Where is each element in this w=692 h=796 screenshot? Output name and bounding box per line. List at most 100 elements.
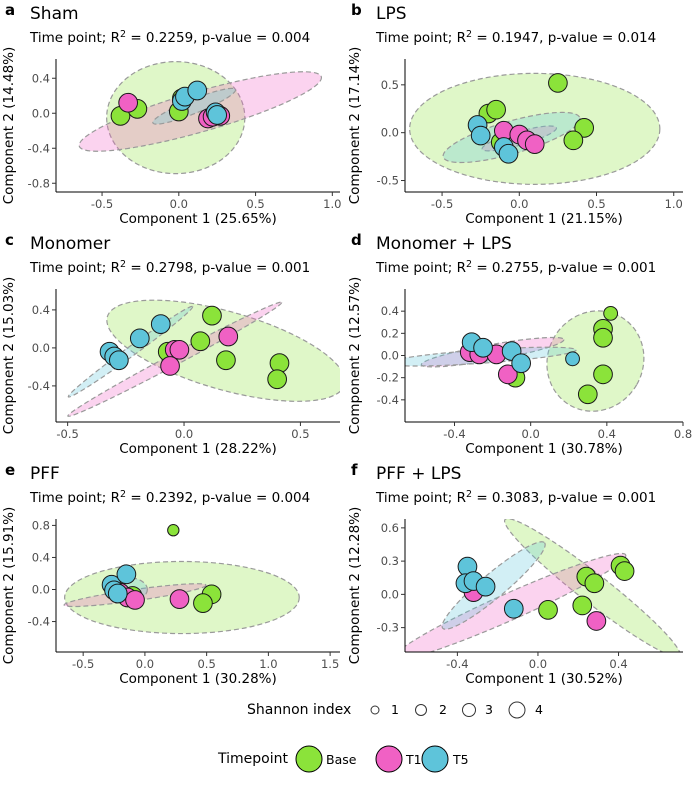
size-legend-label-4: 4: [535, 702, 543, 717]
panel-d-y-axis-label: Component 2 (12.57%): [347, 277, 363, 435]
panel-f-subtitle-prefix: Time point; R: [375, 490, 466, 506]
panel-d-subtitle-sup: 2: [466, 259, 472, 270]
color-legend-key-base: [295, 745, 323, 773]
panel-b-subtitle-prefix: Time point; R: [375, 30, 466, 46]
panel-e-x-tick-label-3: 1.0: [259, 657, 277, 671]
color-legend-label-t5: T5: [452, 752, 469, 767]
panel-b-x-tick-label-1: 0.0: [510, 197, 528, 211]
panel-c-x-tick-label-2: 0.5: [291, 427, 309, 441]
panel-d-point-t5-2: [473, 337, 493, 358]
panel-c-subtitle-sup: 2: [120, 259, 126, 270]
panel-a-y-tick-label-0: -0.8: [28, 176, 50, 190]
panel-f-title: PFF + LPS: [376, 464, 461, 484]
panel-f-x-tick-label-2: 0.4: [609, 657, 627, 671]
panel-e-subtitle-prefix: Time point; R: [29, 490, 120, 506]
panel-a-y-tick-label-1: -0.4: [28, 141, 50, 155]
panel-d-subtitle: Time point; R2 = 0.2755, p-value = 0.001: [375, 259, 656, 276]
panel-e-point-t1-3: [125, 590, 145, 610]
panel-b-subtitle: Time point; R2 = 0.1947, p-value = 0.014: [375, 29, 656, 46]
panel-e-y-tick-label-2: 0.4: [32, 550, 50, 564]
panel-e-x-tick-label-1: 0.0: [136, 657, 154, 671]
panel-b-ellipse-base: [409, 72, 661, 185]
panel-f-subtitle: Time point; R2 = 0.3083, p-value = 0.001: [375, 489, 656, 506]
panel-d-y-tick-label-2: 0.0: [381, 349, 399, 363]
panel-a-point-t1-1: [118, 92, 139, 113]
legend: Shannon index 1 2 3 4 Timepoint Base T1 …: [217, 701, 543, 773]
panel-a-x-tick-label-2: 0.5: [246, 197, 264, 211]
panel-f: f PFF + LPS Time point; R2 = 0.3083, p-val…: [347, 461, 683, 687]
panel-c-point-base-3: [202, 305, 222, 326]
color-legend-label-t1: T1: [405, 752, 422, 767]
panel-d-y-tick-label-1: -0.2: [377, 371, 399, 385]
panel-f-subtitle-sup: 2: [466, 489, 472, 500]
size-legend-label-1: 1: [391, 702, 399, 717]
panel-f-y-tick-label-3: 0.6: [381, 521, 399, 535]
panel-c-subtitle-suffix: = 0.2798, p-value = 0.001: [126, 260, 310, 276]
panel-b-point-base-5: [563, 130, 584, 151]
panel-d-y-tick-label-4: 0.4: [381, 304, 399, 318]
panel-b-point-t5-4: [498, 143, 519, 164]
panel-c-point-base-4: [216, 350, 236, 371]
panel-f-point-base-4: [584, 573, 605, 594]
panel-b-subtitle-suffix: = 0.1947, p-value = 0.014: [472, 30, 656, 46]
panel-b-plot-area: [409, 72, 661, 185]
panel-d: d Monomer + LPS Time point; R2 = 0.2755, p…: [347, 231, 692, 457]
panel-e-subtitle-suffix: = 0.2392, p-value = 0.004: [126, 490, 310, 506]
panel-e-x-tick-label-4: 1.5: [321, 657, 339, 671]
panel-e-point-t1-4: [169, 589, 190, 609]
panel-c: c Monomer Time point; R2 = 0.2798, p-value…: [1, 231, 340, 457]
panel-d-x-tick-label-3: 0.8: [674, 427, 692, 441]
panel-a-title: Sham: [30, 4, 79, 24]
panel-e-y-axis-label: Component 2 (15.91%): [1, 507, 17, 665]
panel-a-x-axis-label: Component 1 (25.65%): [119, 211, 277, 227]
panel-c-point-t5-5: [150, 314, 171, 334]
panel-b-subtitle-sup: 2: [466, 29, 472, 40]
panel-a-subtitle-sup: 2: [120, 29, 126, 40]
panel-d-y-tick-label-0: -0.4: [377, 393, 399, 407]
panel-a-x-tick-label-1: 0.0: [170, 197, 188, 211]
panel-d-x-axis-label: Component 1 (30.78%): [465, 441, 623, 457]
size-legend-key-4: [508, 701, 526, 719]
panel-e-point-t5-3: [107, 583, 128, 604]
size-legend-title: Shannon index: [247, 702, 351, 718]
color-legend-key-t1: [375, 745, 403, 773]
panel-f-y-axis-label: Component 2 (12.28%): [347, 507, 363, 665]
panel-d-plot-area: [405, 305, 645, 412]
size-legend-key-3: [462, 703, 476, 717]
panel-f-point-base-6: [538, 600, 558, 620]
panel-d-letter: d: [351, 231, 362, 249]
panel-c-letter: c: [5, 231, 14, 249]
panel-a-y-axis-label: Component 2 (14.48%): [1, 47, 17, 205]
panel-f-x-axis-label: Component 1 (30.52%): [465, 671, 623, 687]
panel-c-x-tick-label-1: 0.0: [175, 427, 193, 441]
panel-e-letter: e: [5, 461, 15, 479]
panel-b-title: LPS: [376, 4, 407, 24]
panel-b-x-axis-label: Component 1 (21.15%): [465, 211, 623, 227]
panel-a-subtitle: Time point; R2 = 0.2259, p-value = 0.004: [29, 29, 310, 46]
panel-c-y-tick-label-0: -0.4: [28, 379, 50, 393]
panel-c-x-axis-label: Component 1 (28.22%): [119, 441, 277, 457]
panel-e-title: PFF: [30, 464, 60, 484]
panel-b-point-base-4: [574, 118, 595, 138]
panel-c-point-base-2: [190, 331, 211, 352]
panel-b-point-t5-2: [470, 125, 491, 146]
panel-e-y-tick-label-0: -0.4: [28, 615, 50, 629]
panel-c-subtitle: Time point; R2 = 0.2798, p-value = 0.001: [29, 259, 310, 276]
panel-f-y-tick-label-1: 0.0: [381, 587, 399, 601]
panel-e-x-tick-label-2: 0.5: [197, 657, 215, 671]
panel-a: a Sham Time point; R2 = 0.2259, p-value = …: [1, 1, 341, 227]
panel-c-point-t1-3: [160, 356, 180, 376]
panel-e-point-t5-4: [116, 564, 137, 585]
panel-c-x-tick-label-0: -0.5: [56, 427, 78, 441]
panel-e-subtitle: Time point; R2 = 0.2392, p-value = 0.004: [29, 489, 310, 506]
panel-f-plot-area: [405, 519, 681, 652]
panel-c-point-t1-2: [169, 339, 190, 360]
panel-b-y-tick-label-2: 0.5: [381, 78, 399, 92]
panel-a-y-tick-label-3: 0.4: [32, 71, 50, 85]
panel-e-y-tick-label-3: 0.8: [32, 518, 50, 532]
panel-e-x-axis-label: Component 1 (30.28%): [119, 671, 277, 687]
color-legend-title: Timepoint: [217, 751, 288, 767]
panel-c-point-t5-4: [129, 328, 150, 349]
panel-f-point-t1-2: [586, 611, 607, 631]
